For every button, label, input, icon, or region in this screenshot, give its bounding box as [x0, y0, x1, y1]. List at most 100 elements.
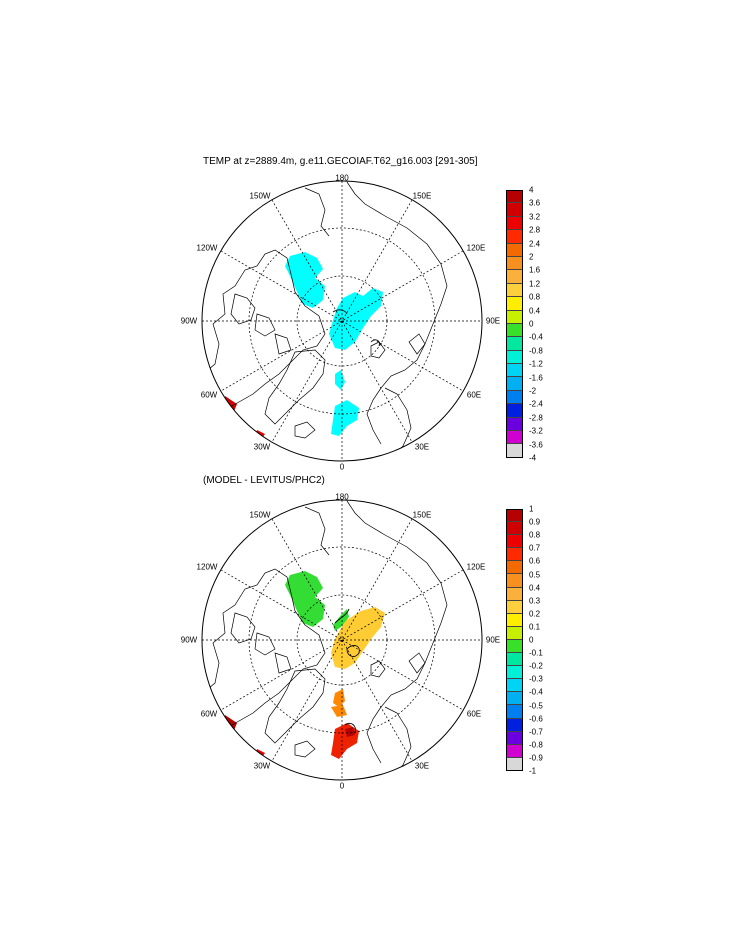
colorbar-box — [506, 757, 523, 771]
coastline-svalbard — [370, 341, 386, 359]
lon-label-60w: 60W — [200, 390, 218, 400]
coastline-greenland — [264, 349, 326, 425]
lon-label-30w: 30W — [253, 761, 271, 771]
colorbar-box — [506, 203, 523, 217]
coastline-north-america — [202, 249, 326, 411]
colorbar-tick-label: 2 — [529, 252, 534, 262]
colorbar-box — [506, 377, 523, 391]
colorbar-box — [506, 364, 523, 378]
colorbar-tick-label: -2.4 — [529, 399, 543, 409]
coastline-scandinavia — [384, 387, 412, 459]
colorbar-tick-label: 2.4 — [529, 239, 541, 249]
temp-region-nordic — [331, 400, 359, 436]
colorbar-box — [506, 574, 523, 588]
colorbar-tick-label: 3.2 — [529, 212, 541, 222]
coastline-canada-islands — [230, 293, 292, 355]
coastline-iceland — [294, 421, 316, 439]
colorbar-tick-label: 0.4 — [529, 583, 541, 593]
colorbar-box — [506, 600, 523, 614]
temp-region-beaufort — [285, 252, 325, 308]
meridian-120e-60w — [220, 250, 464, 392]
colorbar-box — [506, 744, 523, 758]
colorbar-tick-label: -0.1 — [529, 648, 543, 658]
meridian-150w-30e — [271, 199, 413, 443]
colorbar-tick-label: -0.8 — [529, 740, 543, 750]
colorbar-box — [506, 626, 523, 640]
contour-line-b — [370, 339, 380, 347]
colorbar-tick-label: 0.6 — [529, 556, 541, 566]
temp-region-eurasian — [329, 288, 383, 350]
lon-label-120e: 120E — [466, 562, 486, 572]
colorbar-box — [506, 444, 523, 458]
colorbar-box — [506, 337, 523, 351]
colorbar-box — [506, 731, 523, 745]
colorbar-tick-label: 0.9 — [529, 517, 541, 527]
lon-label-120w: 120W — [196, 243, 218, 253]
colorbar-box — [506, 587, 523, 601]
lon-label-60e: 60E — [466, 709, 482, 719]
colorbar-box — [506, 705, 523, 719]
colorbar-box — [506, 718, 523, 732]
colorbar-tick-label: 2.8 — [529, 225, 541, 235]
colorbar-box — [506, 509, 523, 523]
coastline-alaska — [304, 187, 330, 237]
colorbar-box — [506, 404, 523, 418]
colorbar-tick-label: 0.8 — [529, 292, 541, 302]
colorbar-tick-label: -2 — [529, 386, 537, 396]
lon-label-60e: 60E — [466, 390, 482, 400]
colorbar-tick-label: -0.5 — [529, 701, 543, 710]
map-boundary-2 — [201, 499, 483, 781]
polar-map-temperature: 180 150W 150E 120W 120E 90W 90E 60W 60E … — [181, 173, 500, 474]
contour-line-e — [344, 722, 356, 734]
colorbar-box — [506, 639, 523, 654]
lon-label-150e: 150E — [412, 510, 432, 520]
lon-label-60w: 60W — [200, 709, 218, 719]
colorbar-box — [506, 653, 523, 667]
coastline-novaya — [408, 333, 426, 355]
colorbar-tick-label: -4 — [529, 453, 537, 463]
colorbar-box — [506, 679, 523, 693]
colorbar-box — [506, 297, 523, 311]
diff-region-nordic — [331, 723, 359, 759]
meridian-120w-60e — [220, 250, 464, 392]
colorbar-tick-label: -0.6 — [529, 714, 543, 724]
colorbar-box — [506, 310, 523, 324]
contour-line-c — [334, 608, 350, 624]
colorbar-tick-label: 0 — [529, 319, 534, 329]
colorbar-tick-label: 1.6 — [529, 265, 541, 275]
colorbar-box — [506, 561, 523, 575]
colorbar-tick-label: 3.6 — [529, 198, 541, 208]
temp-region-strait — [335, 370, 345, 390]
lon-label-120e: 120E — [466, 243, 486, 253]
colorbar-box — [506, 522, 523, 536]
colorbar-tick-label: 0.5 — [529, 570, 541, 579]
colorbar-box — [506, 216, 523, 231]
map-boundary — [201, 180, 483, 462]
colorbar-box — [506, 243, 523, 257]
colorbar-box — [506, 692, 523, 706]
colorbar-tick-label: -2.8 — [529, 413, 543, 423]
colorbar-tick-label: -0.8 — [529, 346, 543, 356]
lon-label-30w: 30W — [253, 442, 271, 452]
colorbar-tick-label: 0.8 — [529, 530, 541, 540]
colorbar-box — [506, 390, 523, 405]
panel1-title: TEMP at z=2889.4m, g.e11.GECOIAF.T62_g16… — [203, 156, 478, 167]
lon-label-150w: 150W — [249, 191, 271, 201]
colorbar-box — [506, 666, 523, 680]
diff-region-strait-2 — [331, 705, 347, 717]
colorbar-box — [506, 256, 523, 271]
lon-label-90w: 90W — [180, 316, 198, 326]
colorbar-box — [506, 535, 523, 549]
polar-map-difference: 180 150W 150E 120W 120E 90W 90E 60W 60E … — [181, 493, 500, 793]
colorbar-tick-label: -0.4 — [529, 687, 543, 697]
lon-label-0: 0 — [339, 781, 345, 791]
diff-region-strait — [333, 689, 345, 707]
colorbar-temperature — [506, 190, 523, 458]
colorbar-tick-label: 0 — [529, 635, 534, 645]
colorbar-tick-label: 0.3 — [529, 596, 541, 606]
colorbar-difference — [506, 509, 523, 771]
colorbar-box — [506, 431, 523, 445]
colorbar-tick-label: -1.2 — [529, 359, 543, 369]
lon-label-180: 180 — [335, 173, 349, 183]
colorbar-tick-label: 1 — [529, 504, 534, 514]
